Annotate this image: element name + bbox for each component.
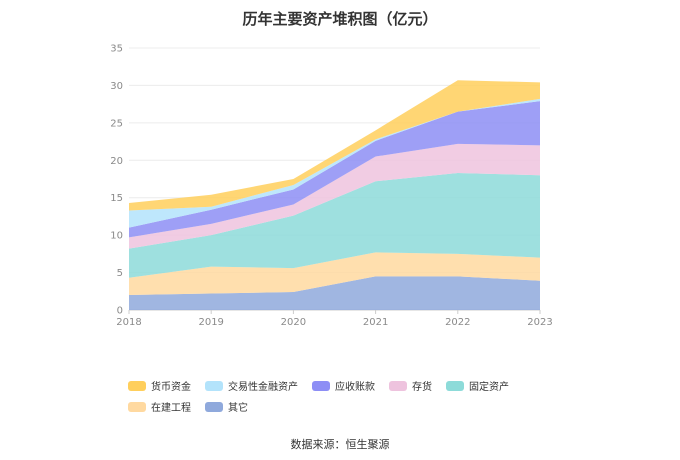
legend-item[interactable]: 交易性金融资产 bbox=[205, 378, 298, 393]
area-series-1 bbox=[129, 252, 540, 296]
x-tick-label: 2019 bbox=[198, 317, 223, 328]
legend-swatch bbox=[446, 380, 464, 391]
legend-item[interactable]: 存货 bbox=[389, 378, 432, 393]
y-tick-label: 0 bbox=[117, 306, 123, 317]
y-tick-label: 5 bbox=[117, 268, 123, 279]
data-source: 数据来源：恒生聚源 bbox=[290, 438, 390, 451]
legend-swatch bbox=[128, 401, 146, 412]
x-tick-label: 2018 bbox=[116, 317, 141, 328]
y-tick-label: 30 bbox=[110, 81, 123, 92]
x-tick-label: 2023 bbox=[527, 317, 552, 328]
legend-label: 交易性金融资产 bbox=[228, 382, 298, 393]
legend-label: 其它 bbox=[228, 403, 248, 414]
y-tick-label: 10 bbox=[110, 231, 123, 242]
legend-label: 在建工程 bbox=[151, 403, 191, 414]
legend-item[interactable]: 应收账款 bbox=[312, 378, 375, 393]
stacked-area-chart: 0 5 10 15 20 25 30 35 2018 2019 2020 2021 2022 2023 bbox=[110, 44, 552, 329]
legend-label: 应收账款 bbox=[335, 382, 375, 393]
legend-swatch bbox=[205, 380, 223, 391]
area-series-0 bbox=[129, 276, 540, 310]
legend-item[interactable]: 在建工程 bbox=[128, 399, 191, 414]
x-tick-label: 2021 bbox=[363, 317, 388, 328]
area-series-2 bbox=[129, 173, 540, 278]
legend-label: 固定资产 bbox=[469, 382, 509, 393]
legend-swatch bbox=[205, 401, 223, 412]
legend-swatch bbox=[389, 380, 407, 391]
area-series-5 bbox=[129, 98, 540, 228]
x-tick-label: 2022 bbox=[445, 317, 470, 328]
legend-item[interactable]: 其它 bbox=[205, 399, 248, 414]
x-tick-label: 2020 bbox=[281, 317, 306, 328]
legend-swatch bbox=[128, 380, 146, 391]
area-series bbox=[129, 80, 540, 310]
legend-label: 货币资金 bbox=[151, 382, 191, 393]
area-series-3 bbox=[129, 143, 540, 249]
area-series-4 bbox=[129, 101, 540, 238]
legend-item[interactable]: 固定资产 bbox=[446, 378, 509, 393]
y-tick-label: 35 bbox=[110, 44, 123, 55]
legend-item[interactable]: 货币资金 bbox=[128, 378, 191, 393]
y-tick-label: 20 bbox=[110, 156, 123, 167]
y-tick-label: 15 bbox=[110, 193, 123, 204]
area-series-6 bbox=[129, 80, 540, 211]
legend-swatch bbox=[312, 380, 330, 391]
legend: 货币资金 交易性金融资产 应收账款 存货 固定资产在建工程 其它 bbox=[128, 378, 568, 414]
y-tick-label: 25 bbox=[110, 118, 123, 129]
chart-title: 历年主要资产堆积图（亿元） bbox=[242, 10, 438, 28]
axes: 0 5 10 15 20 25 30 35 2018 2019 2020 2021 2022 2023 bbox=[110, 44, 552, 329]
legend-label: 存货 bbox=[412, 382, 432, 393]
